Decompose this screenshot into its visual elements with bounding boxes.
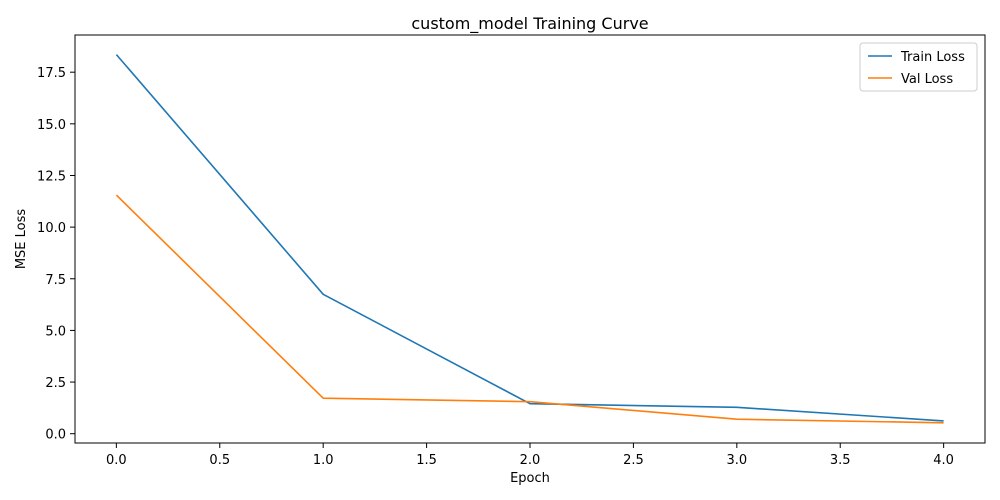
legend: Train Loss Val Loss	[859, 42, 978, 92]
y-tick-label: 10.0	[37, 221, 66, 236]
series-line-train-loss	[115, 54, 944, 422]
legend-box	[859, 42, 978, 92]
x-tick-label: 3.0	[726, 453, 747, 468]
x-tick-label: 1.5	[416, 453, 437, 468]
y-tick-label: 12.5	[37, 169, 66, 184]
y-axis-label: MSE Loss	[14, 209, 29, 270]
chart-title: custom_model Training Curve	[411, 14, 648, 34]
series-line-val-loss	[115, 194, 944, 424]
x-tick-label: 1.0	[313, 453, 334, 468]
axes-frame	[74, 34, 986, 444]
y-tick-label: 7.5	[45, 273, 66, 288]
y-tick-label: 5.0	[45, 324, 66, 339]
plot-area	[115, 54, 944, 424]
y-tick-label: 2.5	[45, 376, 66, 391]
x-tick-label: 0.5	[209, 453, 230, 468]
x-tick-label: 2.5	[623, 453, 644, 468]
legend-label: Train Loss	[900, 50, 965, 65]
x-tick-label: 2.0	[520, 453, 541, 468]
x-tick-label: 0.0	[106, 453, 127, 468]
x-tick-label: 4.0	[933, 453, 954, 468]
y-axis-ticks: 0.0 2.5 5.0 7.5 10.0 12.5 15.0 17.5	[37, 66, 75, 443]
y-tick-label: 17.5	[37, 66, 66, 81]
x-axis-label: Epoch	[510, 471, 550, 486]
x-tick-label: 3.5	[830, 453, 851, 468]
x-axis-ticks: 0.0 0.5 1.0 1.5 2.0 2.5 3.0 3.5 4.0	[106, 443, 954, 468]
y-tick-label: 15.0	[37, 118, 66, 133]
legend-label: Val Loss	[901, 72, 953, 87]
y-tick-label: 0.0	[45, 428, 66, 443]
